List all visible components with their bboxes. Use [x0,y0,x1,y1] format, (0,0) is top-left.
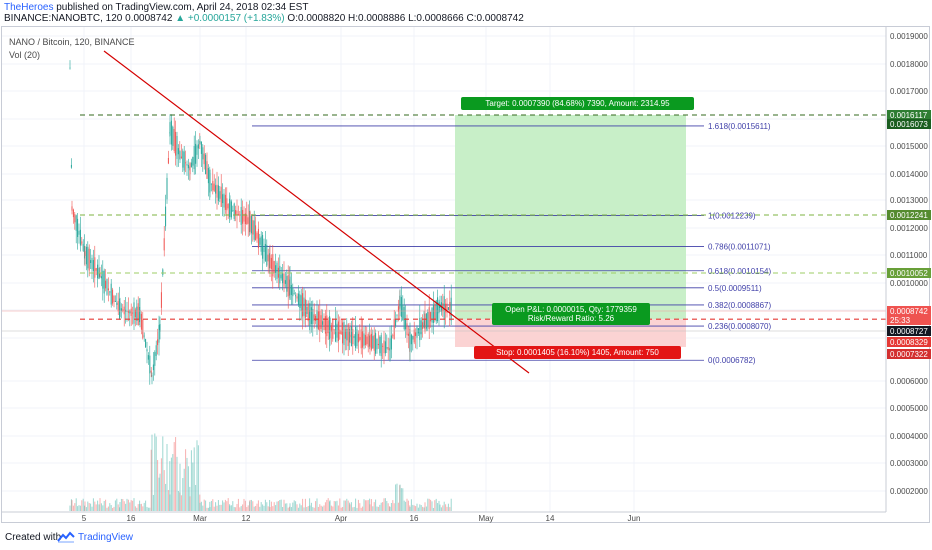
symbol-interval: BINANCE:NANOBTC, 120 [4,13,123,24]
chart-frame[interactable] [1,26,930,523]
publish-line: TheHeroes published on TradingView.com, … [4,2,308,13]
tradingview-brand[interactable]: TradingView [78,532,134,543]
last-price: 0.0008742 [125,13,173,24]
author-link[interactable]: TheHeroes [4,2,54,13]
ohlc-line: BINANCE:NANOBTC, 120 0.0008742 ▲ +0.0000… [4,13,524,24]
open-value: O:0.0008820 [287,13,346,24]
tradingview-logo-icon[interactable] [57,531,75,543]
footer: Created with TradingView [0,523,932,550]
created-with-text: Created with [5,532,62,543]
high-value: H:0.0008886 [348,13,406,24]
published-text: published on TradingView.com, April 24, … [53,2,309,13]
low-value: L:0.0008666 [408,13,464,24]
close-value: C:0.0008742 [466,13,524,24]
chart-header: TheHeroes published on TradingView.com, … [0,0,932,24]
price-change: ▲ +0.0000157 (+1.83%) [175,13,285,24]
